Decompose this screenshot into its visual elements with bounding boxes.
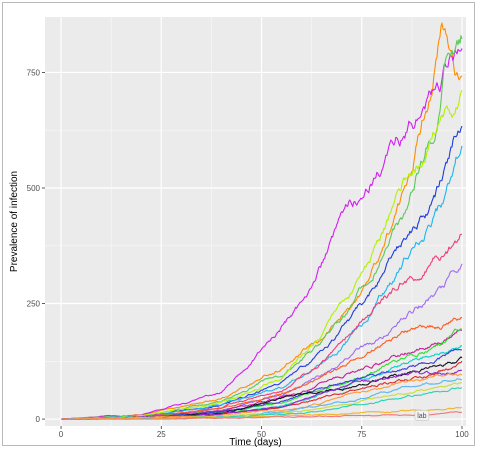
x-axis-label: Time (days) — [229, 437, 281, 448]
x-tick-label: 75 — [357, 430, 366, 439]
plot-panel — [45, 17, 466, 426]
series-line — [61, 48, 463, 420]
y-tick-label: 750 — [27, 68, 41, 77]
series-lines — [61, 22, 463, 420]
x-tick-label: 100 — [455, 430, 469, 439]
annotation-label: lab — [417, 413, 426, 420]
y-tick-label: 0 — [36, 415, 41, 424]
x-tick-label: 0 — [59, 430, 64, 439]
y-axis-ticks: 0 250 500 750 — [27, 68, 45, 424]
series-line — [61, 406, 463, 420]
y-tick-label: 500 — [27, 184, 41, 193]
series-line — [61, 411, 463, 420]
x-tick-label: 25 — [157, 430, 166, 439]
series-line — [61, 145, 463, 420]
y-tick-label: 250 — [27, 300, 41, 309]
x-axis-ticks: 0 25 50 75 100 — [59, 426, 469, 439]
annotations: lab — [414, 410, 430, 421]
y-axis-label: Prevalence of infection — [9, 171, 20, 272]
annotation-box — [414, 410, 430, 421]
x-tick-label: 50 — [257, 430, 266, 439]
